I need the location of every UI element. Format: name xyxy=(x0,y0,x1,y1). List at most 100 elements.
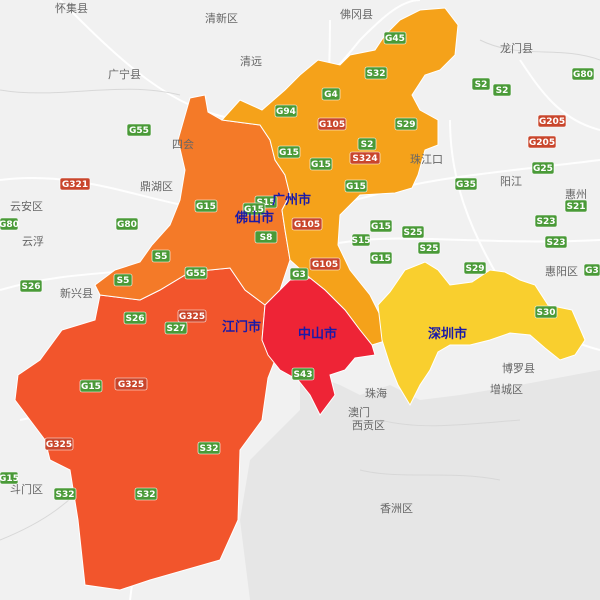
svg-text:G55: G55 xyxy=(186,269,206,279)
road-shield: S29 xyxy=(394,117,418,131)
svg-text:G35: G35 xyxy=(456,180,476,190)
place-label: 清远 xyxy=(240,55,262,68)
svg-text:G15: G15 xyxy=(311,160,331,170)
road-shield: G15 xyxy=(369,219,393,233)
svg-text:G45: G45 xyxy=(385,34,405,44)
road-shield: S43 xyxy=(291,367,315,381)
road-shield: G3 xyxy=(289,267,309,281)
place-label: 云安区 xyxy=(10,199,43,213)
svg-text:S43: S43 xyxy=(293,370,312,380)
place-label: 珠江口 xyxy=(410,152,443,166)
place-label: 佛冈县 xyxy=(340,8,373,21)
road-shield: G25 xyxy=(531,161,555,175)
place-label: 珠海 xyxy=(365,386,387,400)
place-label: 澳门 xyxy=(348,405,370,419)
road-shield: S32 xyxy=(134,487,158,501)
road-shield: G15 xyxy=(309,157,333,171)
road-shield: S5 xyxy=(113,273,133,287)
place-label: 广宁县 xyxy=(108,67,141,81)
svg-text:S27: S27 xyxy=(166,324,185,334)
road-shield: S25 xyxy=(401,225,425,239)
road-shield: G205 xyxy=(537,114,567,128)
road-shield: G80 xyxy=(571,67,595,81)
svg-text:S2: S2 xyxy=(361,140,374,150)
road-shield: G325 xyxy=(114,377,148,391)
svg-text:S23: S23 xyxy=(536,217,555,227)
road-shield: S15 xyxy=(351,233,371,247)
place-label: 清新区 xyxy=(205,11,238,25)
svg-text:G3: G3 xyxy=(585,266,599,276)
road-shield: G325 xyxy=(177,309,207,323)
svg-text:G205: G205 xyxy=(529,138,555,148)
svg-text:G15: G15 xyxy=(346,182,366,192)
road-shield: S324 xyxy=(349,151,381,165)
svg-text:S32: S32 xyxy=(366,69,385,79)
svg-text:G15: G15 xyxy=(371,222,391,232)
road-shield: G105 xyxy=(309,257,341,271)
svg-text:G15: G15 xyxy=(279,148,299,158)
place-label: 斗门区 xyxy=(10,482,43,496)
svg-text:S15: S15 xyxy=(351,236,370,246)
city-label-foshan: 佛山市 xyxy=(234,210,274,226)
sea-area xyxy=(240,370,600,600)
svg-text:S5: S5 xyxy=(117,276,130,286)
road-shield: S2 xyxy=(492,83,512,97)
road-shield: S2 xyxy=(357,137,377,151)
road-shield: S5 xyxy=(151,249,171,263)
road-shield: G55 xyxy=(126,123,152,137)
place-label: 西贡区 xyxy=(352,419,385,432)
road-shield: S26 xyxy=(19,279,43,293)
road-shield: G4 xyxy=(321,87,341,101)
svg-text:G15: G15 xyxy=(371,254,391,264)
road-shield: S27 xyxy=(164,321,188,335)
city-labels: 广州市 佛山市 江门市 中山市 深圳市 xyxy=(222,192,467,342)
road-shield: G325 xyxy=(44,437,74,451)
road-shield: G15 xyxy=(79,379,103,393)
region-zhongshan[interactable] xyxy=(261,277,376,416)
svg-text:G105: G105 xyxy=(294,220,320,230)
place-label: 云浮 xyxy=(22,235,44,248)
place-label: 增城区 xyxy=(490,382,523,396)
svg-text:S2: S2 xyxy=(475,80,488,90)
place-label: 龙门县 xyxy=(500,41,533,55)
svg-text:G4: G4 xyxy=(324,90,338,100)
road-shield: G15 xyxy=(0,471,19,485)
svg-text:G321: G321 xyxy=(62,180,88,190)
svg-text:S8: S8 xyxy=(260,233,273,243)
road-shield: G15 xyxy=(369,251,393,265)
svg-text:S26: S26 xyxy=(125,314,144,324)
svg-text:S21: S21 xyxy=(566,202,585,212)
road-shield: S21 xyxy=(564,199,588,213)
road-shield: S30 xyxy=(534,305,558,319)
svg-text:G80: G80 xyxy=(573,70,593,80)
svg-text:S324: S324 xyxy=(352,154,377,164)
place-label: 四会 xyxy=(172,138,194,151)
road-shield: G105 xyxy=(317,117,347,131)
svg-text:G105: G105 xyxy=(319,120,345,130)
place-labels: 怀集县 清新区 佛冈县 清远 龙门县 广宁县 四会 惠州 鼎湖区 云安区 惠阳区… xyxy=(10,1,587,515)
road-shield: G15 xyxy=(194,199,218,213)
svg-text:G55: G55 xyxy=(129,126,149,136)
road-shield: G55 xyxy=(184,266,208,280)
svg-text:G105: G105 xyxy=(312,260,338,270)
road-shield: G80 xyxy=(115,217,139,231)
city-label-shenzhen: 深圳市 xyxy=(428,326,467,342)
road-shield: G35 xyxy=(454,177,478,191)
road-shield: G15 xyxy=(344,179,368,193)
road-shield: S25 xyxy=(417,241,441,255)
svg-text:G25: G25 xyxy=(533,164,553,174)
road-shield: S26 xyxy=(123,311,147,325)
region-shenzhen[interactable] xyxy=(377,261,586,407)
svg-text:S25: S25 xyxy=(419,244,438,254)
road-shield: G80 xyxy=(0,217,19,231)
svg-text:G15: G15 xyxy=(196,202,216,212)
svg-text:S15: S15 xyxy=(256,198,275,208)
svg-text:G80: G80 xyxy=(117,220,137,230)
region-guangzhou[interactable] xyxy=(220,7,459,346)
svg-text:S26: S26 xyxy=(21,282,40,292)
road-shield: S32 xyxy=(197,441,221,455)
road-shield: G15 xyxy=(277,145,301,159)
road-shield: G105 xyxy=(291,217,323,231)
